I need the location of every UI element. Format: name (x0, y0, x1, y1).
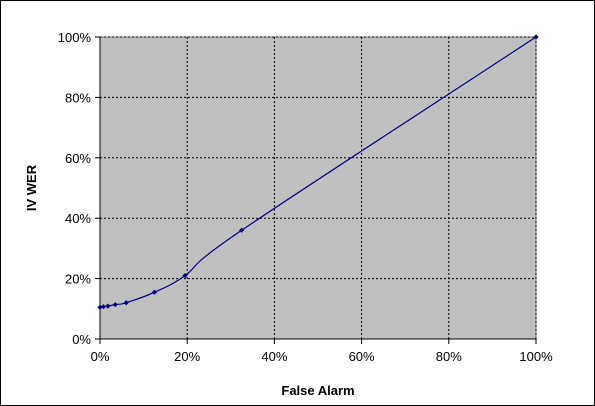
data-point (112, 301, 118, 308)
x-tick-label: 100% (519, 349, 553, 364)
x-tick-label: 40% (261, 349, 287, 364)
plot-area (99, 36, 537, 340)
data-point (151, 289, 158, 295)
x-tick-label: 80% (436, 349, 462, 364)
x-tick-label: 0% (91, 349, 110, 364)
data-point (105, 303, 111, 309)
x-tick-label: 20% (174, 349, 200, 364)
y-tick-label: 0% (72, 332, 91, 347)
grid-lines (100, 36, 537, 339)
series-layer (97, 34, 539, 310)
y-tick-label: 100% (58, 30, 92, 45)
data-point (182, 272, 188, 279)
data-point (533, 34, 539, 40)
axes (95, 36, 537, 344)
data-point (123, 300, 129, 306)
tick-labels: 0% 20% 40% 60% 80% 100% 0% 20% 40% 60% 80% 100% (58, 30, 553, 364)
data-point (239, 227, 245, 233)
x-axis-title: False Alarm (281, 383, 354, 398)
data-point (97, 304, 103, 310)
x-tick-label: 60% (349, 349, 375, 364)
y-tick-label: 40% (65, 211, 91, 226)
y-axis-title: IV WER (24, 164, 39, 211)
y-tick-label: 20% (65, 272, 91, 287)
data-point (100, 304, 107, 310)
y-tick-label: 60% (65, 151, 91, 166)
y-tick-label: 80% (65, 90, 91, 105)
